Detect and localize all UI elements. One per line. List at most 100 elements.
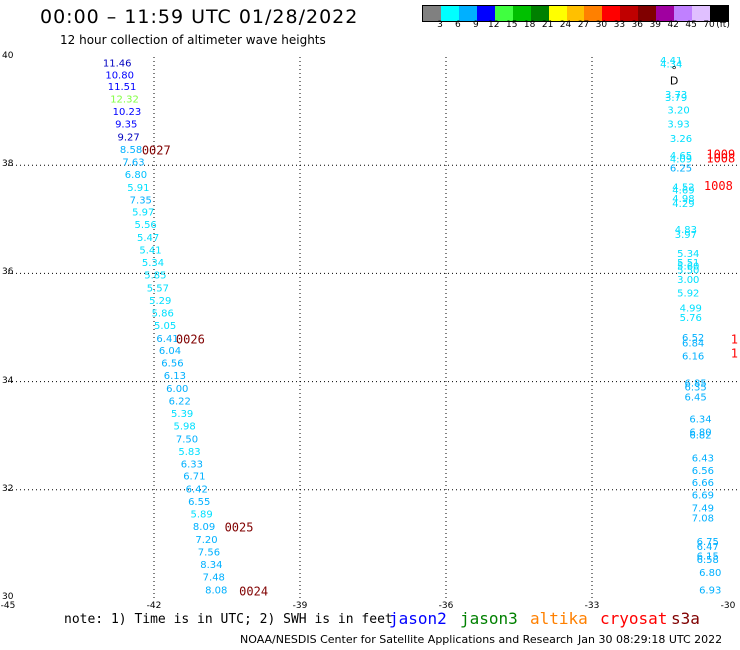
satellite-legend-jason2: jason2 xyxy=(389,609,447,628)
colorbar-tick-label: 27 xyxy=(577,20,590,30)
map-subtitle: 12 hour collection of altimeter wave hei… xyxy=(60,33,326,47)
map-symbol: ° xyxy=(671,64,677,77)
wave-height-label: 12.32 xyxy=(110,95,139,106)
wave-height-label: 6.84 xyxy=(682,339,704,350)
wave-height-label: 6.56 xyxy=(161,359,183,370)
colorbar-tick-label: 36 xyxy=(631,20,644,30)
wave-height-label: 7.49 xyxy=(692,504,714,515)
timestamp-text: Jan 30 08:29:18 UTC 2022 xyxy=(578,633,723,646)
wave-height-label: 5.92 xyxy=(677,288,699,299)
wave-height-label: 5.05 xyxy=(154,321,176,332)
colorbar-unit: (ft) xyxy=(716,20,730,30)
wave-height-label: 6.55 xyxy=(188,497,210,508)
wave-height-label: 6.41 xyxy=(156,334,178,345)
grid-layer xyxy=(8,57,738,598)
wave-height-label: 6.13 xyxy=(164,371,186,382)
colorbar-swatch xyxy=(440,6,459,21)
wave-height-label: 4.83 xyxy=(675,225,697,236)
colorbar-tick-label: 21 xyxy=(541,20,554,30)
colorbar-tick-label: 3 xyxy=(437,20,443,30)
wave-height-label: 3.79 xyxy=(665,93,687,104)
wave-height-label: 6.45 xyxy=(684,393,706,404)
wave-height-label: 6.16 xyxy=(682,352,704,363)
wave-height-label: 3.26 xyxy=(670,134,692,145)
latitude-tick-label: 30 xyxy=(2,592,14,602)
wave-height-label: 5.60 xyxy=(677,261,699,272)
track-id-label: 0024 xyxy=(239,585,268,598)
colorbar-tick-label: 30 xyxy=(595,20,608,30)
wave-height-label: 6.47 xyxy=(697,542,719,553)
wave-height-label: 7.50 xyxy=(176,434,198,445)
colorbar-swatch xyxy=(692,6,710,21)
wave-height-label: 5.29 xyxy=(149,296,171,307)
wave-height-label: 5.76 xyxy=(680,313,702,324)
track-id-label: 1009 xyxy=(706,147,735,161)
colorbar-tick-label: 70 xyxy=(703,20,715,30)
wave-height-label: 5.41 xyxy=(139,246,161,257)
colorbar-tick-label: 45 xyxy=(685,20,697,30)
colorbar-tick-label: 24 xyxy=(559,20,572,30)
wave-height-label: 6.85 xyxy=(684,379,706,390)
wave-height-label: 5.51 xyxy=(677,258,699,269)
colorbar-swatch xyxy=(530,6,549,21)
wave-height-label: 5.83 xyxy=(178,447,200,458)
colorbar-tick-label: 18 xyxy=(523,20,536,30)
wave-height-label: 5.86 xyxy=(152,308,174,319)
wave-height-label: 4.41 xyxy=(660,57,682,67)
wave-height-label: 5.57 xyxy=(147,283,169,294)
wave-height-label: 6.00 xyxy=(166,384,188,395)
colorbar-swatch xyxy=(602,6,621,21)
wave-height-label: 9.35 xyxy=(115,120,137,131)
wave-height-label: 8.58 xyxy=(120,145,142,156)
colorbar-swatch xyxy=(494,6,513,21)
track-id-label: 10 xyxy=(731,332,738,346)
wave-height-label: 4.69 xyxy=(672,186,694,197)
wave-height-label: 4.98 xyxy=(672,194,694,205)
latitude-tick-label: 34 xyxy=(2,375,14,386)
longitude-tick-label: -33 xyxy=(584,601,600,611)
wave-height-label: 6.56 xyxy=(692,466,714,477)
colorbar-labels: 3 6 9 12 15 18 21 24 27 30 33 36 39 42 45 70 (ft) xyxy=(422,20,740,34)
wave-height-label: 7.20 xyxy=(195,535,217,546)
wave-height-label: 4.52 xyxy=(672,182,694,193)
wave-height-label: 4.34 xyxy=(660,59,682,70)
wave-height-label: 4.29 xyxy=(672,199,694,210)
colorbar-tick-label: 39 xyxy=(649,20,661,30)
longitude-tick-label: -30 xyxy=(720,601,736,611)
wave-height-label: 8.09 xyxy=(193,522,215,533)
wave-height-label: 4.09 xyxy=(670,155,692,166)
wave-height-label: 3.93 xyxy=(667,120,689,131)
wave-height-label: 4.65 xyxy=(670,151,692,162)
colorbar-swatch xyxy=(656,6,675,21)
wave-height-label: 6.22 xyxy=(169,397,191,408)
longitude-tick-label: -45 xyxy=(0,601,16,611)
track-id-label: 1008 xyxy=(706,152,735,166)
colorbar-tick-label: 15 xyxy=(505,20,518,30)
longitude-tick-label: -36 xyxy=(438,601,454,611)
satellite-legend-jason3: jason3 xyxy=(460,609,518,628)
wave-height-label: 6.25 xyxy=(670,163,692,174)
colorbar-swatch xyxy=(584,6,603,21)
map-title: 00:00 – 11:59 UTC 01/28/2022 xyxy=(40,6,359,28)
satellite-legend-altika: altika xyxy=(530,609,588,628)
track-id-label: 10 xyxy=(731,346,738,360)
wave-height-label: 5.85 xyxy=(144,270,166,281)
track-id-label: 0027 xyxy=(142,144,171,158)
wave-height-label: 6.71 xyxy=(183,472,205,483)
satellite-legend-cryosat: cryosat xyxy=(600,609,668,628)
colorbar-swatch xyxy=(548,6,567,21)
wave-height-label: 6.80 xyxy=(125,170,147,181)
colorbar-swatch xyxy=(566,6,585,21)
latitude-tick-label: 32 xyxy=(2,483,14,494)
latitude-tick-label: 36 xyxy=(2,267,14,278)
wave-height-label: 3.20 xyxy=(667,105,689,116)
wave-height-label: 7.63 xyxy=(122,157,144,168)
colorbar-swatch xyxy=(476,6,495,21)
longitude-tick-label: -39 xyxy=(292,601,308,611)
wave-height-label: 5.97 xyxy=(132,208,154,219)
wave-height-label: 10.23 xyxy=(113,107,142,118)
wave-height-label: 5.89 xyxy=(191,510,213,521)
wave-height-label: 6.58 xyxy=(697,555,719,566)
